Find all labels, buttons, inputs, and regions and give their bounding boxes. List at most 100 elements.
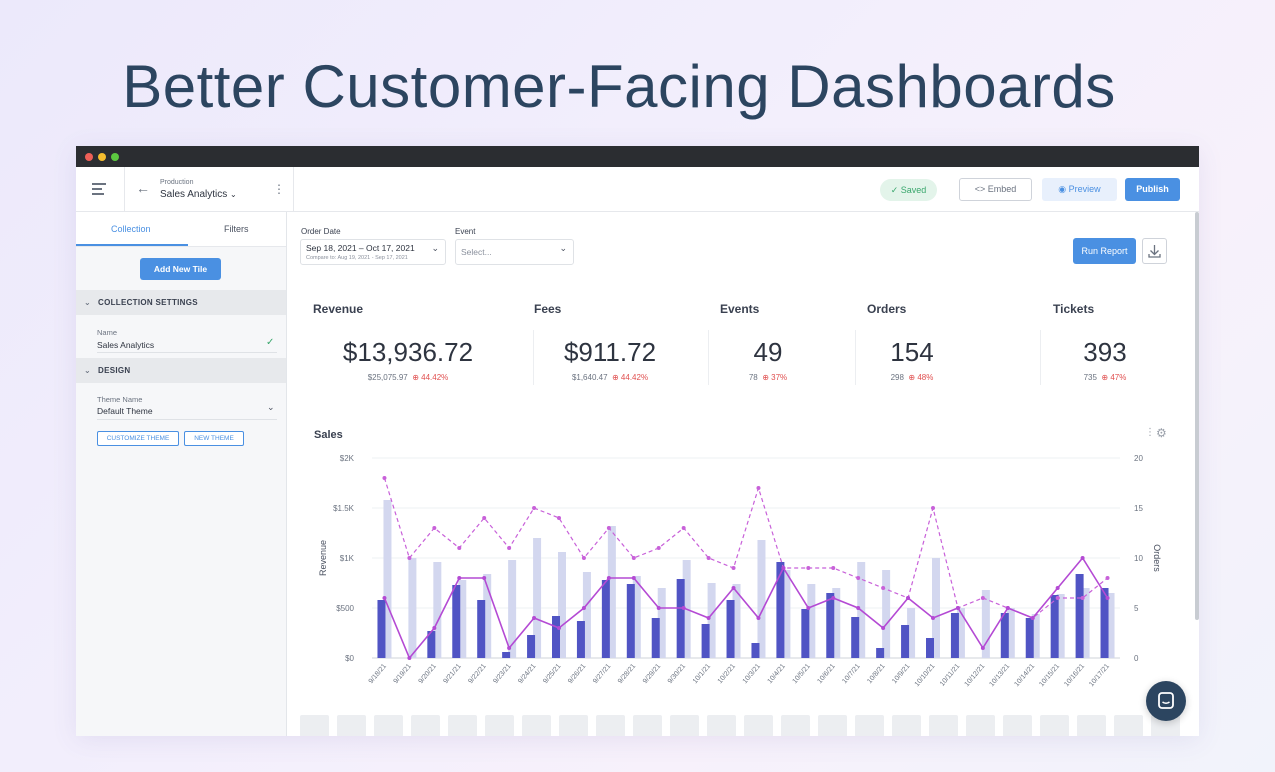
point-orders [557, 626, 561, 630]
event-select[interactable]: Select... ⌄ [455, 239, 574, 265]
line-orders-previous [383, 477, 1108, 619]
point-orders [606, 576, 611, 580]
tile-placeholder [485, 715, 514, 736]
x-tick-label: 10/12/21 [964, 663, 987, 688]
x-tick-label: 10/15/21 [1038, 663, 1061, 688]
bar-revenue-previous [807, 584, 816, 658]
point-orders [1005, 606, 1010, 610]
x-tick-label: 9/26/21 [567, 663, 587, 685]
bar-revenue-previous [981, 590, 990, 658]
y2-tick-label: 20 [1134, 454, 1143, 463]
chat-launcher-button[interactable] [1146, 681, 1186, 721]
gear-icon[interactable]: ⚙ [1156, 426, 1167, 440]
y-tick-label: $2K [340, 454, 355, 463]
kpi-fees-title: Fees [534, 302, 562, 316]
bar-revenue [427, 631, 436, 658]
x-tick-label: 10/2/21 [717, 663, 737, 685]
point-orders-previous [581, 556, 586, 560]
design-header[interactable]: ⌄ DESIGN [76, 358, 286, 383]
chevron-down-icon: ⌄ [431, 243, 439, 253]
maximize-window-dot[interactable] [111, 153, 119, 161]
theme-select[interactable]: Default Theme [97, 406, 153, 416]
download-icon [1148, 245, 1161, 258]
menu-icon[interactable] [92, 183, 106, 198]
point-orders [980, 646, 985, 650]
bar-revenue [576, 621, 585, 658]
embed-button[interactable]: <> Embed [959, 178, 1032, 201]
x-tick-label: 10/9/21 [891, 663, 911, 685]
y-tick-label: $1.5K [333, 504, 355, 513]
point-orders [831, 596, 836, 600]
back-arrow-icon[interactable]: ← [136, 180, 150, 196]
bar-revenue-previous [383, 500, 392, 658]
close-window-dot[interactable] [85, 153, 93, 161]
scrollbar[interactable] [1195, 212, 1199, 620]
point-orders [1055, 586, 1060, 590]
kpi-orders-change: 48% [917, 373, 934, 382]
order-date-picker[interactable]: Sep 18, 2021 – Oct 17, 2021 Compare to: … [300, 239, 446, 265]
preview-label: Preview [1068, 184, 1101, 194]
x-tick-label: 9/19/21 [393, 663, 413, 685]
chevron-down-icon: ⌄ [230, 190, 237, 199]
new-theme-button[interactable]: NEW THEME [184, 431, 244, 446]
point-orders-previous [731, 566, 736, 570]
tab-collection[interactable]: Collection [111, 224, 151, 234]
dashboard-canvas: Order Date Sep 18, 2021 – Oct 17, 2021 C… [288, 212, 1199, 736]
collection-settings-header[interactable]: ⌄ COLLECTION SETTINGS [76, 290, 286, 315]
bar-revenue-previous [1056, 594, 1065, 658]
point-orders-previous [1105, 576, 1110, 580]
tile-placeholder [1077, 715, 1106, 736]
x-tick-label: 10/6/21 [816, 663, 836, 685]
top-bar: ← Production Sales Analytics ⌄ ⋮ ✓ Saved… [76, 167, 1199, 212]
minimize-window-dot[interactable] [98, 153, 106, 161]
bar-revenue [801, 609, 810, 658]
saved-status-badge: ✓ Saved [880, 179, 937, 201]
app-window: ← Production Sales Analytics ⌄ ⋮ ✓ Saved… [76, 146, 1199, 736]
x-tick-label: 10/13/21 [988, 663, 1011, 688]
point-orders-previous [831, 566, 836, 570]
down-arrow-icon: ⊕ [611, 373, 619, 382]
bar-revenue-previous [483, 574, 492, 658]
tile-placeholder [1040, 715, 1069, 736]
add-new-tile-button[interactable]: Add New Tile [140, 258, 221, 280]
point-orders-previous [382, 476, 387, 480]
x-tick-label: 9/30/21 [667, 663, 687, 685]
down-arrow-icon: ⊕ [412, 373, 419, 382]
point-orders [432, 626, 437, 630]
tile-placeholder [337, 715, 366, 736]
tile-placeholder [707, 715, 736, 736]
preview-button[interactable]: ◉ Preview [1042, 178, 1117, 201]
sidebar-tabs: Collection Filters [76, 212, 286, 247]
download-button[interactable] [1142, 238, 1167, 264]
embed-label: Embed [987, 184, 1017, 194]
x-tick-label: 9/29/21 [642, 663, 662, 685]
drag-handle-icon[interactable]: ⋮ [1145, 427, 1155, 438]
bar-revenue-previous [657, 588, 666, 658]
kpi-fees-change: 44.42% [620, 373, 649, 382]
point-orders [756, 616, 761, 620]
sales-chart-title: Sales [314, 429, 343, 441]
bar-revenue [1025, 618, 1034, 658]
tab-filters[interactable]: Filters [224, 224, 249, 234]
bar-revenue [876, 648, 885, 658]
more-options-icon[interactable]: ⋮ [273, 182, 285, 196]
kpi-fees-previous: $1,640.47 [571, 373, 608, 382]
kpi-events-value: 49 [753, 337, 783, 367]
name-input[interactable]: Sales Analytics [97, 340, 155, 350]
point-orders [656, 606, 661, 610]
dashboard-selector[interactable]: Sales Analytics ⌄ [160, 189, 237, 200]
bar-revenue-previous [582, 572, 591, 658]
run-report-button[interactable]: Run Report [1073, 238, 1136, 264]
bar-revenue-previous [757, 540, 766, 658]
point-orders-previous [407, 556, 412, 560]
point-orders [382, 596, 387, 600]
bar-revenue-previous [1031, 614, 1040, 658]
publish-button[interactable]: Publish [1125, 178, 1180, 201]
point-orders-previous [507, 546, 512, 550]
customize-theme-button[interactable]: CUSTOMIZE THEME [97, 431, 179, 446]
name-label: Name [97, 328, 118, 337]
bar-revenue-previous [707, 583, 716, 658]
bar-revenue [701, 624, 710, 658]
tile-placeholder [633, 715, 662, 736]
kpi-tickets-change: 47% [1110, 373, 1127, 382]
